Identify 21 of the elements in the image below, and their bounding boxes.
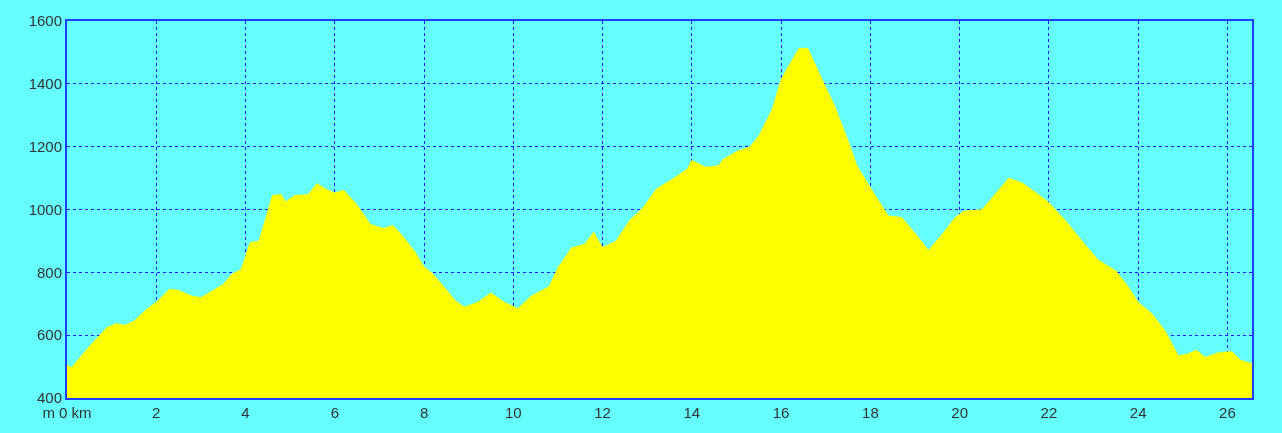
y-tick-label: 800 xyxy=(36,263,62,281)
x-tick-label: 2 xyxy=(152,404,161,421)
x-tick-label: 22 xyxy=(1040,404,1058,421)
x-tick-label: 10 xyxy=(504,404,522,421)
x-tick-label: 14 xyxy=(683,404,701,421)
y-tick-label: 1200 xyxy=(28,137,62,155)
x-tick-label: m 0 km xyxy=(42,404,92,421)
x-tick-label: 6 xyxy=(330,404,339,421)
y-tick-label: 1400 xyxy=(28,75,62,93)
x-tick-label: 12 xyxy=(594,404,611,421)
y-tick-label: 1600 xyxy=(28,12,62,30)
x-tick-label: 16 xyxy=(772,404,790,421)
y-tick-label: 1000 xyxy=(28,200,62,218)
x-tick-label: 26 xyxy=(1219,404,1236,421)
y-tick-label: 600 xyxy=(36,326,62,344)
x-tick-label: 20 xyxy=(951,404,968,421)
y-tick-label: 400 xyxy=(36,389,62,407)
x-tick-label: 4 xyxy=(241,404,250,421)
x-tick-label: 24 xyxy=(1129,404,1147,421)
x-tick-label: 8 xyxy=(419,404,429,421)
x-tick-label: 18 xyxy=(862,404,879,421)
